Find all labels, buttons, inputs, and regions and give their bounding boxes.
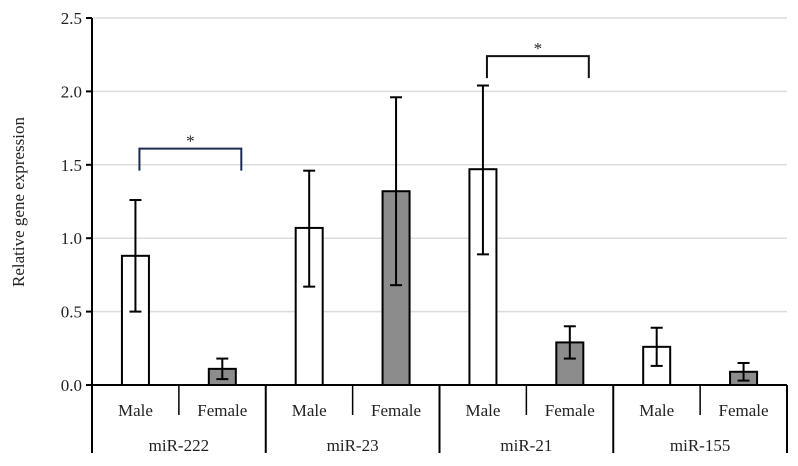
- subcategory-label: Male: [465, 401, 500, 420]
- y-tick-label: 1.0: [61, 229, 82, 248]
- group-label: miR-23: [327, 436, 379, 455]
- y-axis-label: Relative gene expression: [9, 117, 28, 287]
- gridlines: [92, 17, 787, 313]
- group-label: miR-155: [670, 436, 730, 455]
- significance-bracket: [485, 55, 590, 79]
- subcategory-label: Female: [197, 401, 247, 420]
- subcategory-label: Male: [292, 401, 327, 420]
- y-tick-label: 2.5: [61, 9, 82, 28]
- subcategory-label: Female: [371, 401, 421, 420]
- axes: 0.0 0.5 1.0 1.5 2.0 2.5 miR-222 Male Female miR-2…: [61, 9, 788, 455]
- significance-marker: *: [534, 39, 543, 58]
- subcategory-label: Female: [545, 401, 595, 420]
- bars: **: [120, 39, 759, 387]
- subcategory-label: Female: [719, 401, 769, 420]
- significance-marker: *: [186, 132, 195, 151]
- y-tick-label: 1.5: [61, 156, 82, 175]
- subcategory-label: Male: [639, 401, 674, 420]
- subcategory-label: Male: [118, 401, 153, 420]
- significance-bracket: [138, 147, 243, 171]
- y-tick-label: 0.0: [61, 376, 82, 395]
- group-label: miR-21: [500, 436, 552, 455]
- y-tick-label: 2.0: [61, 82, 82, 101]
- bar-male-mir-21: [468, 168, 498, 386]
- group-label: miR-222: [149, 436, 209, 455]
- y-tick-label: 0.5: [61, 303, 82, 322]
